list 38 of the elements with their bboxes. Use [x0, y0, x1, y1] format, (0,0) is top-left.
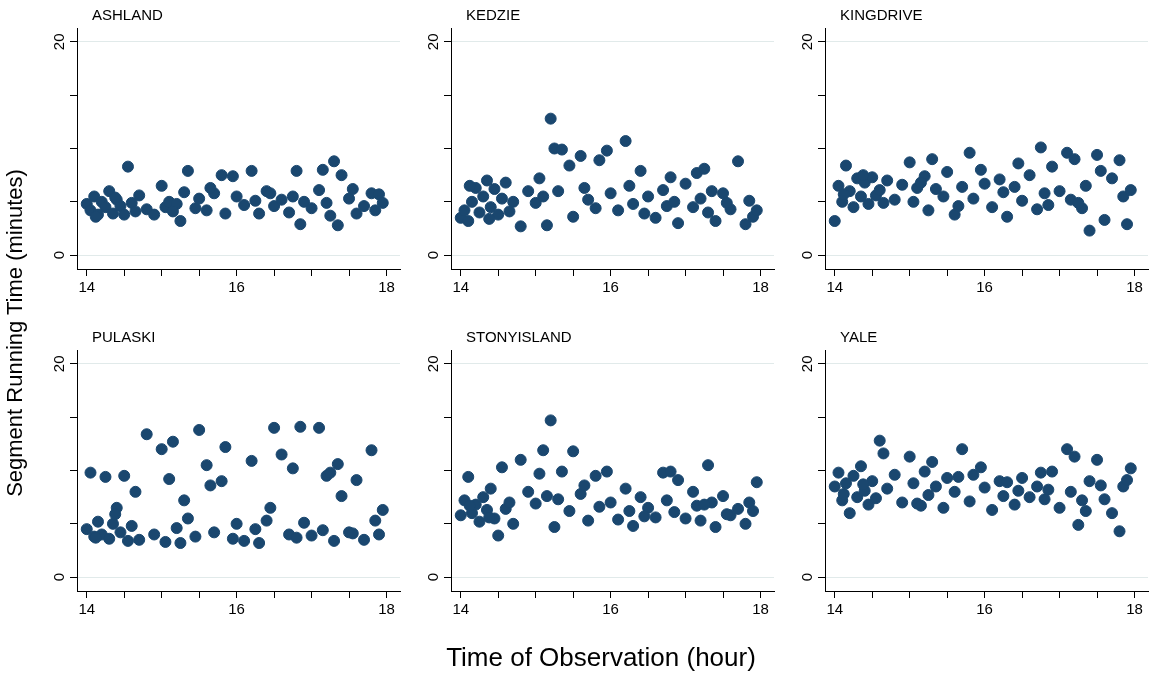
chart-title: ASHLAND: [92, 6, 163, 23]
x-tick-label: 18: [752, 278, 769, 296]
y-tick-label: 0: [797, 250, 815, 260]
y-tick-label: 20: [797, 355, 815, 373]
x-tick-label: 16: [976, 600, 993, 618]
x-tick-label: 18: [378, 278, 395, 296]
y-tick-label: 0: [49, 572, 67, 582]
x-tick-label: 16: [228, 600, 245, 618]
x-tick-label: 16: [602, 278, 619, 296]
x-tick-label: 14: [826, 600, 844, 618]
chart-title: YALE: [840, 328, 878, 345]
x-tick-label: 18: [752, 600, 769, 618]
x-tick-label: 16: [228, 278, 245, 296]
y-tick-label: 20: [49, 355, 67, 373]
chart-title: PULASKI: [92, 328, 156, 345]
x-tick-label: 14: [452, 600, 470, 618]
x-tick-label: 16: [602, 600, 619, 618]
x-tick-label: 18: [1126, 278, 1143, 296]
y-tick-label: 0: [423, 572, 441, 582]
x-tick-label: 14: [78, 600, 96, 618]
y-tick-label: 20: [797, 33, 815, 51]
y-tick-label: 0: [797, 572, 815, 582]
y-tick-label: 20: [423, 355, 441, 373]
y-tick-label: 20: [49, 33, 67, 51]
chart-title: KEDZIE: [466, 6, 521, 23]
x-tick-label: 16: [976, 278, 993, 296]
x-tick-label: 18: [378, 600, 395, 618]
x-axis-title: Time of Observation (hour): [445, 642, 757, 673]
y-tick-label: 0: [423, 250, 441, 260]
x-tick-label: 14: [452, 278, 470, 296]
y-tick-label: 0: [49, 250, 67, 260]
x-tick-label: 18: [1126, 600, 1143, 618]
chart-title: STONYISLAND: [466, 328, 572, 345]
x-tick-label: 14: [78, 278, 96, 296]
y-tick-label: 20: [423, 33, 441, 51]
chart-title: KINGDRIVE: [840, 6, 923, 23]
x-tick-label: 14: [826, 278, 844, 296]
y-axis-title: Segment Running Time (minutes): [2, 168, 28, 498]
